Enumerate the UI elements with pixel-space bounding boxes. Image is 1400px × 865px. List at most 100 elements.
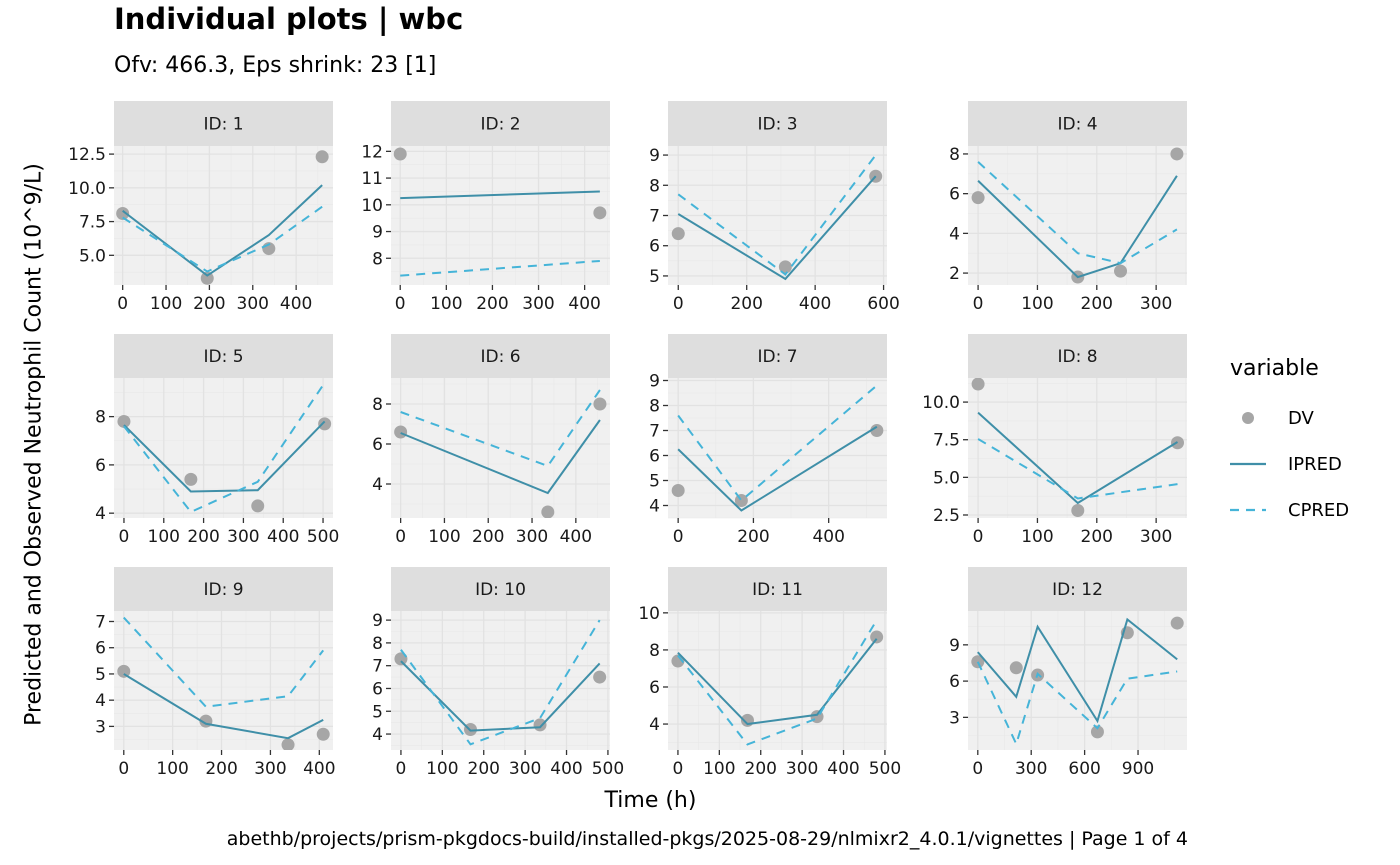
y-tick-label: 8 (649, 176, 660, 196)
facet-panel: ID: 7 0 200 400 4 5 6 7 8 9 (649, 334, 887, 547)
cpred-line (677, 384, 878, 502)
x-tick-label: 600 (867, 294, 899, 314)
y-tick-label: 7 (649, 207, 660, 227)
y-tick-label: 5 (95, 665, 106, 685)
page-caption: abethb/projects/prism-pkgdocs-build/inst… (226, 828, 1188, 850)
y-tick-label: 9 (649, 146, 660, 166)
dv-point (1170, 616, 1184, 630)
y-tick-label: 10 (361, 196, 383, 216)
y-tick-label: 5 (649, 267, 660, 287)
x-tick-label: 300 (1015, 759, 1047, 779)
dv-point (870, 630, 884, 644)
legend: variable DV IPRED CPRED (1230, 356, 1349, 533)
y-tick-label: 7 (372, 657, 383, 677)
facet-strip-label: ID: 6 (480, 347, 520, 367)
x-tick-label: 400 (303, 759, 335, 779)
facet-panel: ID: 12 0 300 600 900 3 6 9 (949, 567, 1187, 779)
x-tick-label: 200 (472, 527, 504, 547)
x-tick-label: 200 (193, 294, 225, 314)
y-tick-label: 6 (649, 447, 660, 467)
x-tick-label: 300 (1140, 527, 1172, 547)
ipred-line (977, 617, 1178, 724)
legend-item-cpred: CPRED (1230, 487, 1349, 533)
x-tick-label: 400 (560, 527, 592, 547)
y-tick-label: 12.5 (68, 145, 106, 165)
y-tick-label: 10 (638, 604, 660, 624)
y-axis-label: Predicted and Observed Neutrophil Count … (21, 163, 47, 726)
panel-background (668, 611, 887, 750)
dv-point (1090, 725, 1104, 739)
y-tick-label: 10.0 (68, 179, 106, 199)
ipred-line (677, 638, 878, 726)
panel-data (671, 384, 884, 512)
facet-panel: ID: 8 0 100 200 300 2.5 5.0 7.5 10.0 (922, 334, 1187, 547)
y-tick-label: 4 (372, 725, 383, 745)
dv-point (316, 727, 330, 741)
facet-strip (114, 101, 333, 146)
dv-point (778, 260, 792, 274)
x-tick-label: 400 (827, 759, 859, 779)
y-tick-label: 4 (95, 504, 106, 524)
chart-subtitle: Ofv: 466.3, Eps shrink: 23 [1] (114, 53, 437, 78)
x-tick-label: 300 (516, 527, 548, 547)
y-tick-label: 9 (949, 636, 960, 656)
facet-strip-label: ID: 5 (203, 347, 243, 367)
x-tick-label: 200 (187, 527, 219, 547)
dv-point (593, 670, 607, 684)
panel-data (971, 147, 1184, 284)
y-tick-label: 6 (372, 435, 383, 455)
x-tick-label: 200 (730, 294, 762, 314)
y-tick-label: 5.0 (933, 468, 960, 488)
facet-strip (968, 567, 1187, 611)
x-tick-label: 500 (592, 759, 624, 779)
x-tick-label: 100 (426, 759, 458, 779)
cpred-line (122, 205, 323, 273)
dv-point (593, 206, 607, 220)
y-tick-label: 2.5 (933, 506, 960, 526)
cpred-line (976, 661, 1178, 747)
x-tick-label: 300 (522, 294, 554, 314)
y-tick-label: 7 (649, 422, 660, 442)
dv-point (1114, 264, 1128, 278)
x-tick-label: 0 (117, 294, 128, 314)
dv-point (593, 397, 607, 411)
y-tick-label: 3 (95, 717, 106, 737)
dv-point (541, 505, 555, 518)
x-tick-label: 200 (205, 759, 237, 779)
facet-strip-label: ID: 3 (757, 115, 797, 135)
y-tick-label: 10.0 (922, 393, 960, 413)
y-tick-label: 8 (649, 641, 660, 661)
x-tick-label: 400 (799, 294, 831, 314)
facet-strip (968, 334, 1187, 378)
panel-background (968, 146, 1187, 285)
x-tick-label: 200 (468, 759, 500, 779)
facet-strip (391, 567, 610, 611)
facet-panel: ID: 5 0 100 200 300 400 500 4 6 8 (95, 334, 339, 547)
x-tick-label: 100 (428, 527, 460, 547)
facet-strip (114, 567, 333, 611)
facet-panel: ID: 6 0 100 200 300 400 4 6 8 (372, 334, 610, 547)
y-tick-label: 5.0 (79, 246, 106, 266)
facet-panel: ID: 4 0 100 200 300 2 4 6 8 (949, 101, 1187, 314)
y-tick-label: 5 (372, 702, 383, 722)
x-tick-label: 400 (280, 294, 312, 314)
x-tick-label: 100 (430, 294, 462, 314)
ipred-line (977, 411, 1179, 505)
y-tick-label: 2 (949, 264, 960, 284)
facet-strip (668, 567, 887, 611)
cpred-line (400, 389, 601, 468)
cpred-line (677, 154, 877, 276)
facet-strip-label: ID: 10 (475, 580, 526, 600)
x-tick-label: 0 (673, 527, 684, 547)
dv-point (1071, 503, 1085, 517)
facet-strip-label: ID: 11 (752, 580, 803, 600)
x-tick-label: 0 (972, 759, 983, 779)
x-tick-label: 200 (476, 294, 508, 314)
y-tick-label: 4 (649, 497, 660, 517)
panel-data (394, 619, 607, 746)
facet-strip (114, 334, 333, 378)
y-tick-label: 6 (949, 185, 960, 205)
x-tick-label: 300 (786, 759, 818, 779)
dv-point (318, 417, 332, 431)
